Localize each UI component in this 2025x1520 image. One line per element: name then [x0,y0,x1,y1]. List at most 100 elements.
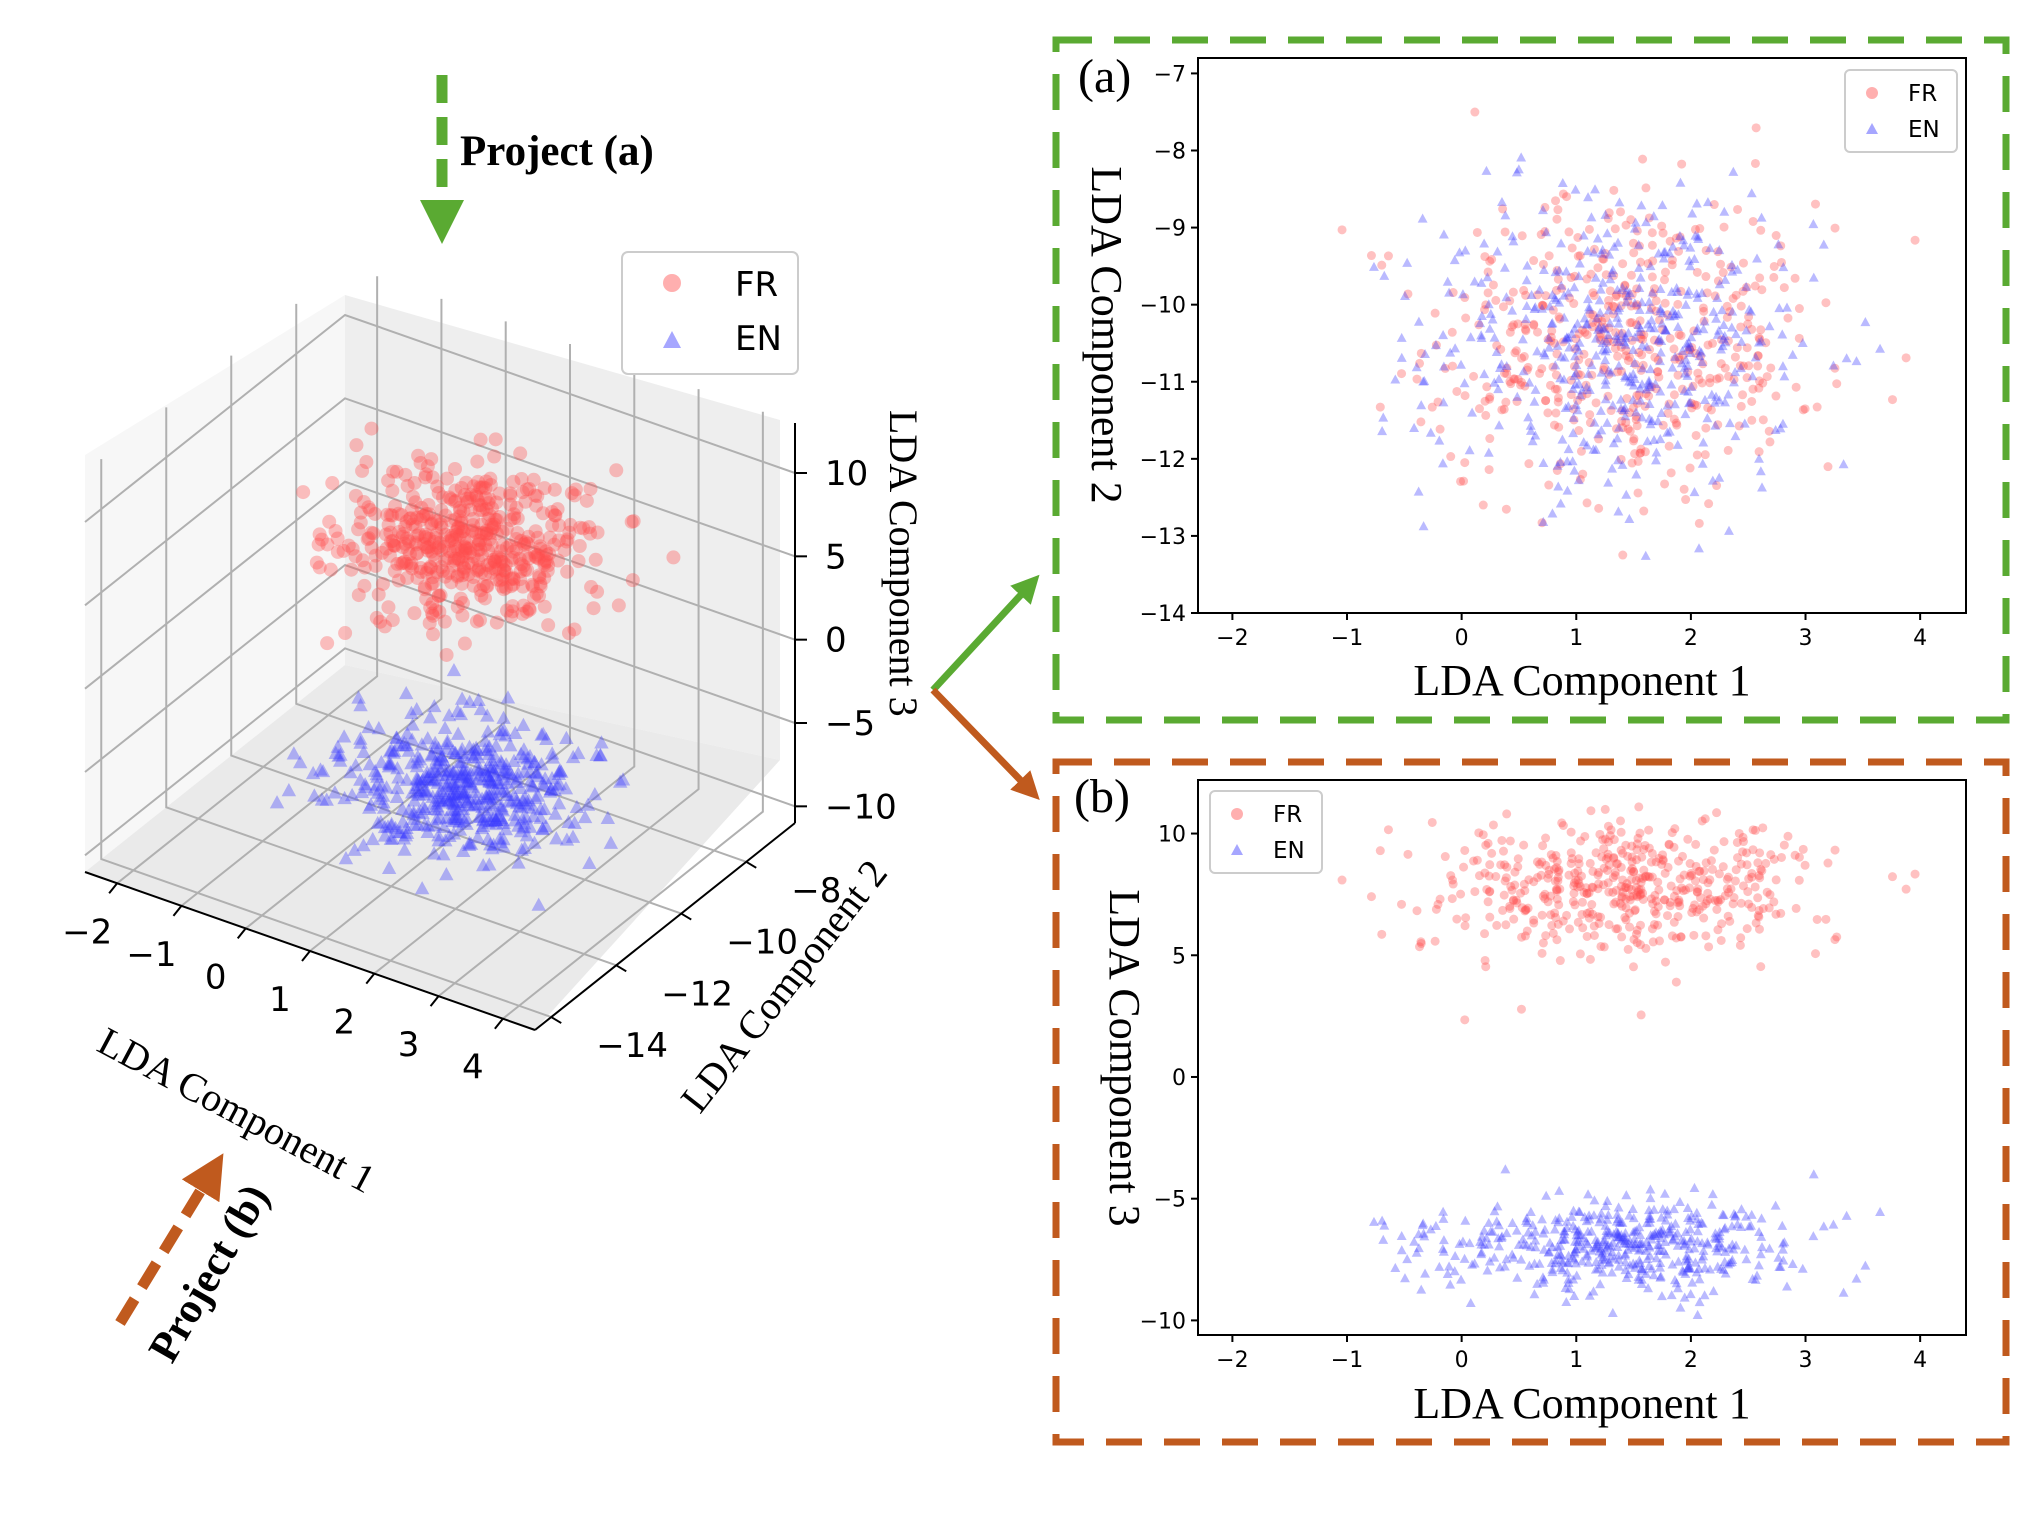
point-en [1494,420,1505,430]
point-en [1754,337,1764,347]
point-fr-3d [539,548,554,563]
point-fr [1593,912,1603,922]
point-en-3d [439,789,455,803]
point-en-3d [327,785,343,799]
point-fr [1603,849,1613,859]
point-en [1739,1244,1750,1254]
point-en [1603,305,1614,315]
point-fr [1644,843,1654,853]
point-fr [1747,415,1757,425]
point-en-3d [410,771,425,786]
point-en [1554,1213,1565,1223]
point-fr [1431,904,1441,914]
point-fr-3d [532,588,547,603]
point-fr [1627,289,1637,299]
point-en [1641,341,1652,352]
point-en [1623,327,1634,337]
point-en [1442,276,1453,286]
point-en [1613,422,1624,432]
point-en [1630,217,1641,227]
point-en-3d [533,802,548,816]
point-en [1777,1238,1788,1248]
point-fr [1736,933,1746,943]
point-en [1709,1232,1720,1242]
point-en [1521,313,1531,323]
point-fr [1627,852,1637,862]
point-fr-3d [409,546,424,561]
point-fr [1658,850,1668,860]
point-en [1572,318,1583,328]
point-fr-3d [539,554,554,569]
point-en-3d [395,738,411,752]
point-fr [1537,910,1547,920]
point-en-3d [432,810,448,824]
point-en [1597,337,1608,347]
point-fr [1577,897,1587,907]
point-en [1773,239,1784,249]
point-en [1613,1261,1624,1271]
point-fr [1375,402,1385,412]
point-en-3d [513,746,529,761]
point-fr-3d [364,525,379,540]
point-fr [1569,415,1579,425]
point-en [1491,346,1502,356]
point-fr [1754,905,1764,915]
point-fr-3d [516,558,531,573]
point-en [1645,304,1655,314]
point-fr [1698,359,1708,369]
point-en [1574,1235,1584,1245]
point-fr [1617,406,1627,416]
point-fr [1626,301,1636,311]
point-fr [1377,929,1387,939]
point-en-3d [527,835,542,849]
point-fr [1738,286,1748,296]
point-fr [1609,302,1619,312]
point-en [1613,336,1624,346]
point-en-3d [410,749,426,763]
point-en [1692,323,1703,333]
point-en [1600,209,1611,219]
point-en [1622,291,1633,301]
point-en [1464,1238,1475,1248]
point-fr [1685,883,1695,893]
point-fr [1638,154,1648,164]
point-fr [1541,396,1551,406]
point-fr-3d [459,475,474,490]
point-fr [1810,199,1820,209]
point-en [1711,1233,1721,1243]
point-en [1629,223,1640,233]
point-en-3d [381,756,397,770]
point-fr [1509,320,1519,330]
point-fr-3d [526,590,541,605]
point-en [1711,1243,1722,1253]
point-en [1684,1244,1695,1254]
point-fr-3d [364,540,379,555]
point-fr [1643,259,1653,269]
point-fr [1665,333,1675,343]
point-en-3d [485,775,500,790]
point-en [1664,311,1675,321]
point-fr [1636,889,1646,899]
point-fr-3d [564,486,579,501]
point-en [1552,460,1563,470]
point-en [1712,1246,1723,1256]
point-en-3d [533,810,548,824]
point-en [1644,1210,1655,1220]
point-fr-3d [430,514,445,529]
point-fr [1700,814,1710,824]
point-en-3d [559,730,574,744]
point-fr-3d [412,527,427,542]
point-fr [1616,816,1626,826]
point-en [1649,434,1660,445]
point-en [1655,434,1666,444]
point-fr-3d [381,517,396,532]
point-fr-3d [359,455,374,470]
point-fr-3d [402,547,417,562]
point-en [1538,457,1549,468]
point-en [1603,329,1614,340]
x-tick-label: −2 [1216,1348,1248,1373]
point-fr-3d [322,514,337,529]
point-en-3d [516,820,532,834]
point-fr-3d [447,551,462,566]
point-fr-3d [349,438,364,453]
